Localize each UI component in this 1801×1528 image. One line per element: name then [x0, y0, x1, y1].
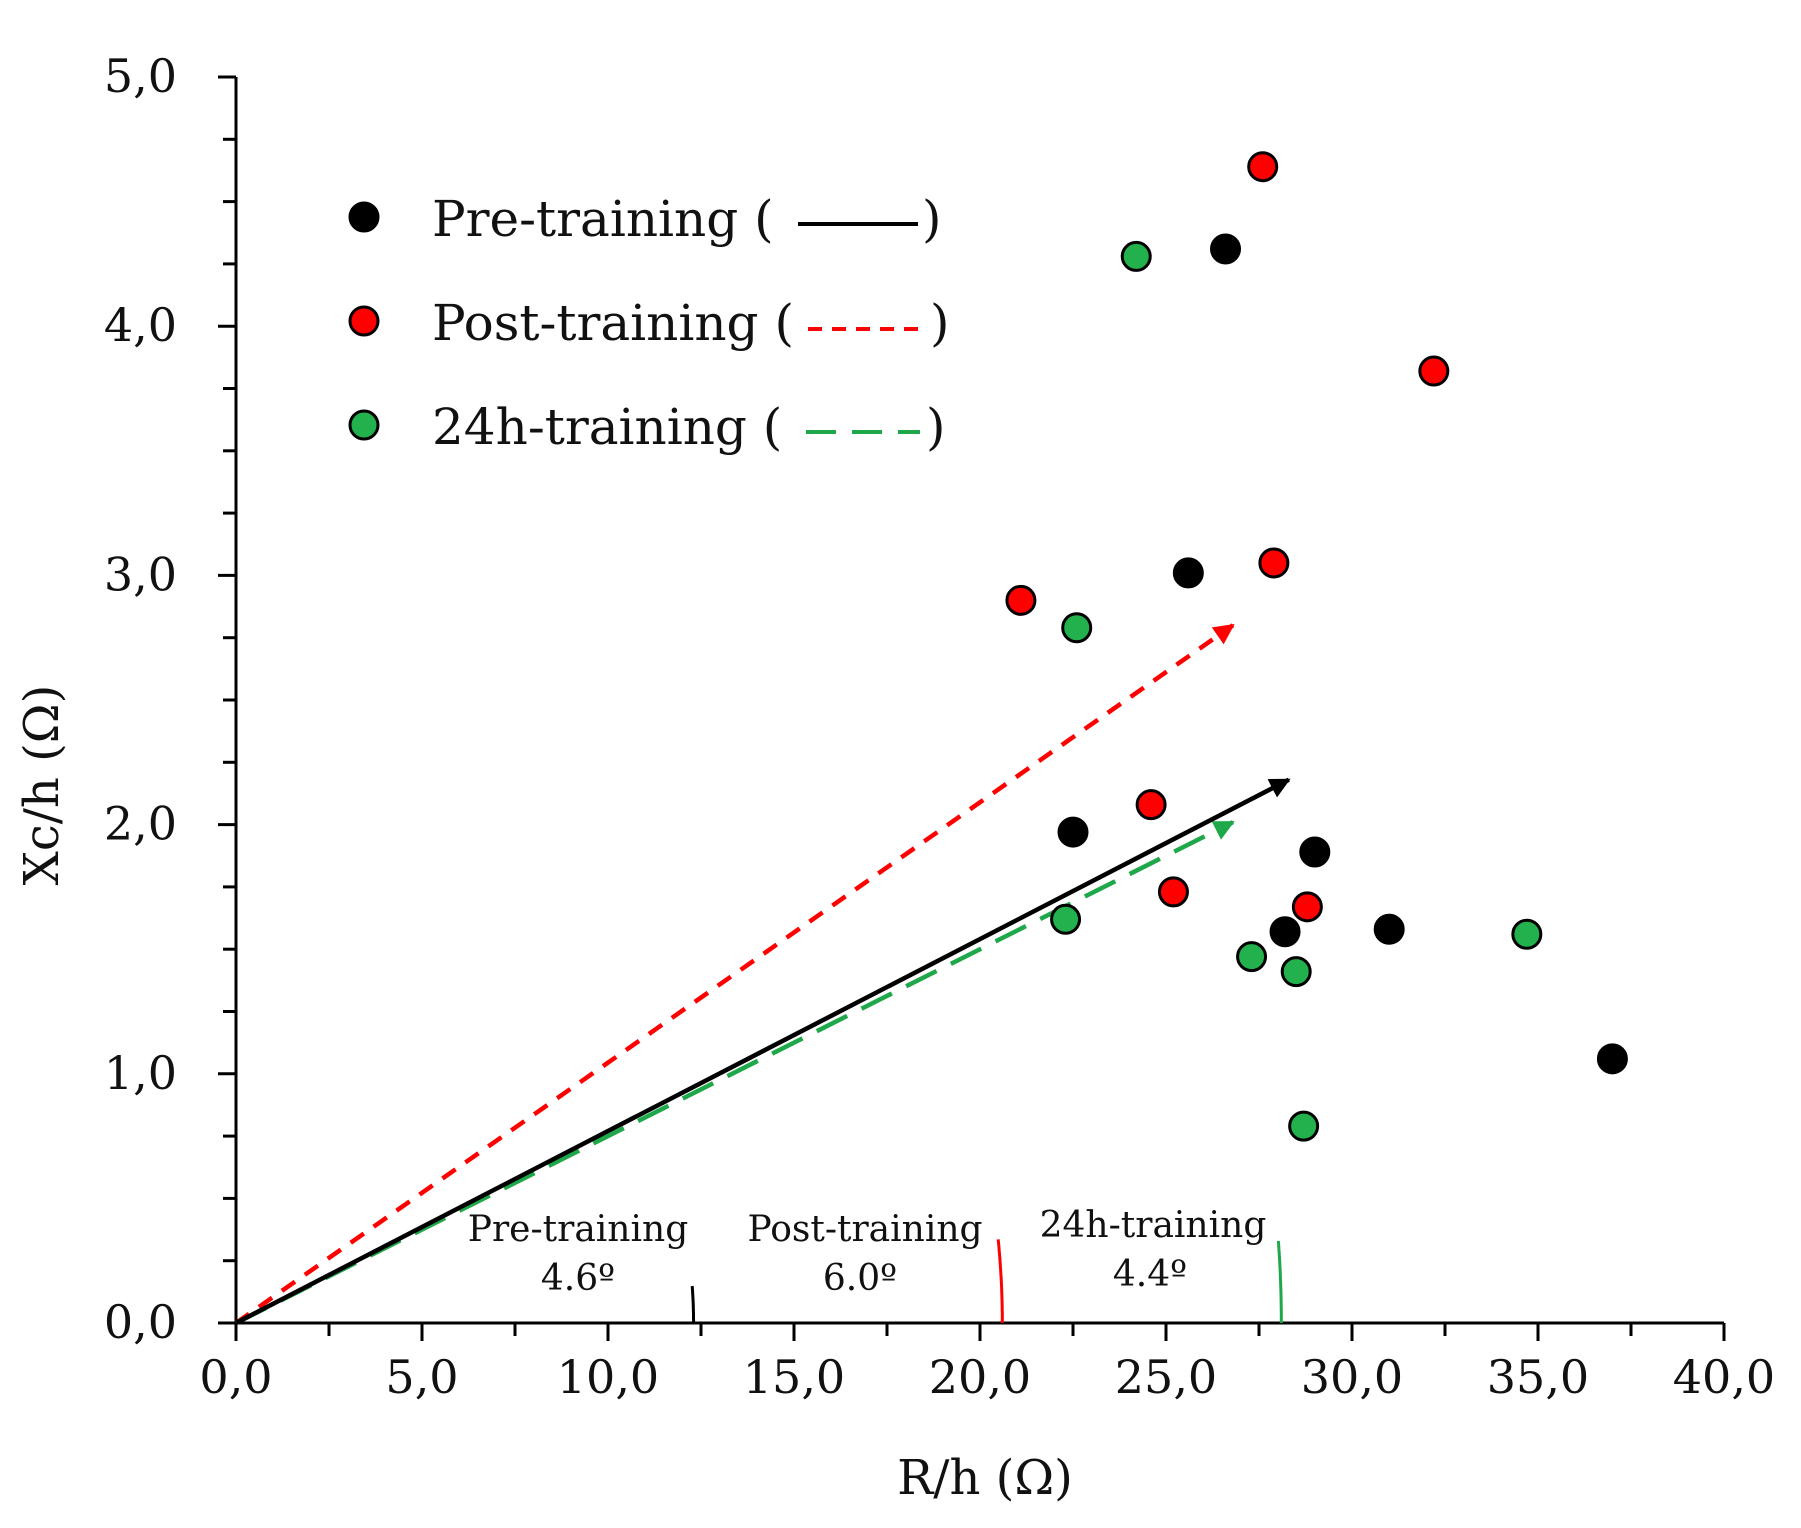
point-24h-training [1280, 956, 1312, 988]
y-tick-label: 3,0 [104, 547, 177, 601]
point-post-training [1418, 355, 1450, 387]
legend-entry-pre-training: Pre-training ( ) [348, 190, 942, 248]
point-pre-training [1373, 913, 1405, 945]
legend-entry-24h-training: 24h-training ( ) [348, 398, 946, 456]
point-pre-training [1172, 557, 1204, 589]
legend-close-pre-training: ) [922, 190, 942, 248]
point-post-training [1157, 876, 1189, 908]
angle-label-24h-value: 4.4º [1113, 1254, 1187, 1295]
angle-label-post-value: 6.0º [823, 1258, 897, 1299]
point-pre-training [1269, 916, 1301, 948]
vector-pre-training [234, 777, 1291, 1325]
legend-marker-pre-training [348, 201, 380, 233]
point-post-training [1258, 547, 1290, 579]
point-post-training [1247, 151, 1279, 183]
x-tick-labels: 0,0 5,0 10,0 15,0 20,0 25,0 30,0 35,0 40,0 [199, 1350, 1775, 1404]
legend-entry-post-training: Post-training ( ) [348, 294, 950, 352]
x-tick-label: 20,0 [929, 1350, 1031, 1404]
legend-label-post-training: Post-training ( [432, 294, 794, 352]
point-24h-training [1120, 240, 1152, 272]
axes [218, 75, 1726, 1341]
point-pre-training [1210, 233, 1242, 265]
point-24h-training [1511, 918, 1543, 950]
x-axis-title: R/h (Ω) [897, 1450, 1073, 1506]
point-post-training [1135, 789, 1167, 821]
point-post-training [1291, 891, 1323, 923]
y-tick-label: 1,0 [104, 1046, 177, 1100]
point-pre-training [1596, 1043, 1628, 1075]
legend: Pre-training ( ) Post-training ( ) 24h-t… [348, 190, 950, 456]
angle-arc-post-training [996, 1239, 1004, 1323]
legend-label-24h-training: 24h-training ( [432, 398, 782, 456]
angle-arc-pre-training [690, 1285, 696, 1323]
y-tick-label: 5,0 [104, 49, 177, 103]
y-ticks [218, 75, 236, 1325]
x-tick-label: 0,0 [199, 1350, 272, 1404]
angle-arcs [690, 1239, 1283, 1323]
x-tick-label: 35,0 [1487, 1350, 1589, 1404]
y-tick-label: 0,0 [104, 1295, 177, 1349]
point-24h-training [1050, 903, 1082, 935]
angle-arc-24h-training [1276, 1240, 1283, 1323]
point-pre-training [1057, 816, 1089, 848]
y-tick-label: 4,0 [104, 298, 177, 352]
angle-label-post-name: Post-training [747, 1209, 982, 1250]
x-tick-label: 30,0 [1301, 1350, 1403, 1404]
x-tick-label: 25,0 [1115, 1350, 1217, 1404]
x-tick-label: 40,0 [1673, 1350, 1775, 1404]
point-24h-training [1061, 612, 1093, 644]
legend-close-post-training: ) [930, 294, 950, 352]
legend-label-pre-training: Pre-training ( [432, 190, 774, 248]
y-axis-title: Xc/h (Ω) [14, 685, 70, 886]
legend-marker-24h-training [348, 409, 380, 441]
data-points [1005, 151, 1628, 1142]
point-24h-training [1236, 941, 1268, 973]
point-post-training [1005, 584, 1037, 616]
point-24h-training [1288, 1110, 1320, 1142]
angle-label-24h-name: 24h-training [1040, 1205, 1267, 1246]
angle-labels: Pre-training 4.6º Post-training 6.0º 24h… [468, 1205, 1267, 1299]
vector-post-training [234, 623, 1235, 1325]
point-pre-training [1299, 836, 1331, 868]
x-tick-label: 5,0 [385, 1350, 458, 1404]
x-tick-label: 15,0 [743, 1350, 845, 1404]
y-tick-label: 2,0 [104, 797, 177, 851]
legend-marker-post-training [348, 305, 380, 337]
x-ticks [234, 1323, 1726, 1341]
x-tick-label: 10,0 [557, 1350, 659, 1404]
legend-close-24h-training: ) [926, 398, 946, 456]
angle-label-pre-name: Pre-training [468, 1209, 688, 1250]
angle-label-pre-value: 4.6º [541, 1258, 615, 1299]
y-tick-labels: 0,0 1,0 2,0 3,0 4,0 5,0 [104, 49, 177, 1349]
